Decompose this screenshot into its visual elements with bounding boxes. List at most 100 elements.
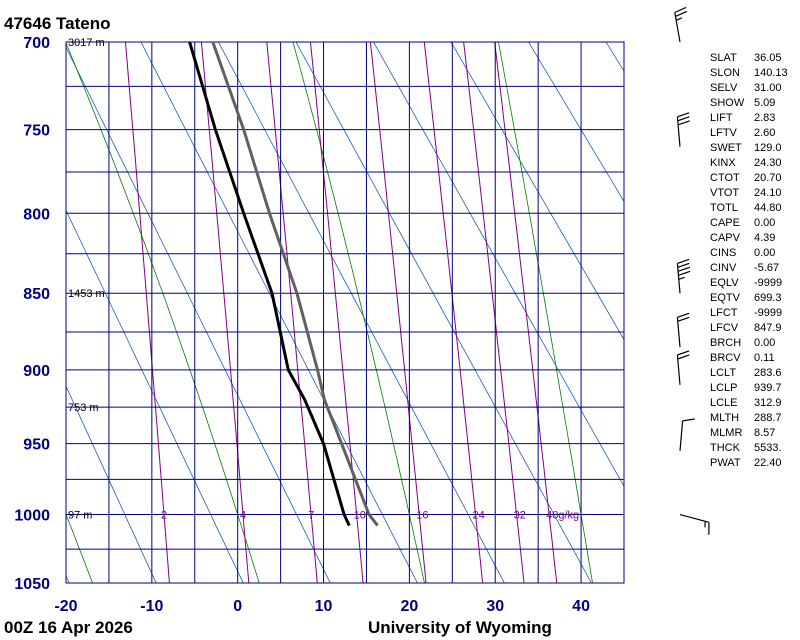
- reference-lines: [66, 42, 624, 583]
- index-name: SELV: [710, 82, 738, 94]
- moist-adiabat: [66, 42, 260, 583]
- index-value: 283.6: [754, 367, 782, 379]
- mixing-ratio-label: 2: [161, 510, 167, 522]
- index-value: 22.40: [754, 457, 782, 469]
- index-value: 2.60: [754, 127, 775, 139]
- index-value: -5.67: [754, 262, 779, 274]
- index-value: -9999: [754, 277, 782, 289]
- y-tick-label: 750: [23, 123, 50, 140]
- mixing-ratio-line: [309, 42, 364, 583]
- x-tick-label: 40: [572, 598, 590, 615]
- index-name: LCLP: [710, 382, 738, 394]
- index-name: CINV: [710, 262, 737, 274]
- dry-adiabat: [450, 42, 624, 341]
- footer-date: 00Z 16 Apr 2026: [4, 618, 133, 637]
- y-tick-label: 850: [23, 286, 50, 303]
- index-name: VTOT: [710, 187, 739, 199]
- mixing-ratio-line: [494, 42, 558, 583]
- y-tick-label: 1050: [14, 576, 50, 593]
- index-value: 5.09: [754, 97, 775, 109]
- index-name: LCLE: [710, 397, 738, 409]
- footer-source: University of Wyoming: [368, 618, 552, 637]
- mixing-ratio-label: 32: [514, 510, 526, 522]
- profiles: [188, 42, 379, 527]
- index-name: EQLV: [710, 277, 739, 289]
- chart-title: 47646 Tateno: [4, 14, 110, 33]
- height-label: 1453 m: [68, 288, 105, 300]
- dry-adiabat: [528, 42, 624, 203]
- plot-frame: [65, 41, 625, 584]
- profile-line: [188, 42, 351, 527]
- dry-adiabat: [66, 385, 157, 583]
- index-value: 24.10: [754, 187, 782, 199]
- index-name: BRCV: [710, 352, 741, 364]
- index-name: CINS: [710, 247, 736, 259]
- wind-barb: [674, 6, 688, 43]
- index-name: LFTV: [710, 127, 738, 139]
- mixing-ratio-line: [266, 42, 318, 583]
- dry-adiabat: [373, 42, 624, 488]
- y-tick-label: 900: [23, 363, 50, 380]
- mixing-ratio-line: [124, 42, 170, 583]
- index-value: 0.00: [754, 217, 775, 229]
- index-name: CAPV: [710, 232, 741, 244]
- index-name: SLAT: [710, 52, 737, 64]
- index-value: 5533.: [754, 442, 782, 454]
- index-value: 20.70: [754, 172, 782, 184]
- y-tick-label: 1000: [14, 508, 50, 525]
- index-value: 0.00: [754, 247, 775, 259]
- index-name: SLON: [710, 67, 740, 79]
- y-tick-label: 700: [23, 35, 50, 52]
- y-tick-label: 800: [23, 206, 50, 223]
- mixing-ratio-label: 10: [354, 510, 366, 522]
- x-tick-label: 30: [486, 598, 504, 615]
- wind-barb: [676, 112, 690, 147]
- index-value: 312.9: [754, 397, 782, 409]
- mixing-ratio-line: [200, 42, 250, 583]
- index-value: 36.05: [754, 52, 782, 64]
- index-value: 699.3: [754, 292, 782, 304]
- index-name: BRCH: [710, 337, 741, 349]
- index-value: -9999: [754, 307, 782, 319]
- mixing-ratio-label: 24: [472, 510, 484, 522]
- index-name: KINX: [710, 157, 736, 169]
- mixing-ratio-label: 4: [240, 510, 246, 522]
- mixing-ratio-line: [463, 42, 525, 583]
- dry-adiabat: [217, 42, 505, 583]
- wind-barb: [679, 418, 695, 451]
- mixing-ratio-line: [423, 42, 484, 583]
- mixing-ratio-label: 16: [416, 510, 428, 522]
- index-name: THCK: [710, 442, 741, 454]
- index-value: 0.00: [754, 337, 775, 349]
- wind-barb: [679, 513, 710, 535]
- wind-barb: [676, 258, 691, 294]
- height-label: 3017 m: [68, 37, 105, 49]
- index-value: 8.57: [754, 427, 775, 439]
- x-tick-label: -20: [54, 598, 77, 615]
- index-name: LIFT: [710, 112, 733, 124]
- index-value: 288.7: [754, 412, 782, 424]
- index-name: LFCV: [710, 322, 739, 334]
- index-value: 31.00: [754, 82, 782, 94]
- wind-barb: [676, 350, 690, 385]
- mixing-ratio-label: 40g/kg: [546, 510, 579, 522]
- index-name: SWET: [710, 142, 742, 154]
- profile-line: [211, 42, 379, 527]
- index-name: LCLT: [710, 367, 736, 379]
- index-value: 847.9: [754, 322, 782, 334]
- dry-adiabat: [66, 46, 331, 583]
- x-tick-label: 0: [233, 598, 242, 615]
- x-tick-label: -10: [140, 598, 163, 615]
- index-name: SHOW: [710, 97, 745, 109]
- labels: 2 4 7 10 16 24 32 40g/kg70075080085090095010001…: [14, 35, 590, 615]
- moist-adiabat: [292, 42, 425, 583]
- index-value: 44.80: [754, 202, 782, 214]
- index-name: EQTV: [710, 292, 741, 304]
- x-tick-label: 20: [400, 598, 418, 615]
- index-value: 129.0: [754, 142, 782, 154]
- mixing-ratio-line: [369, 42, 427, 583]
- index-value: 0.11: [754, 352, 775, 364]
- mixing-ratio-label: 7: [308, 510, 314, 522]
- index-name: CTOT: [710, 172, 740, 184]
